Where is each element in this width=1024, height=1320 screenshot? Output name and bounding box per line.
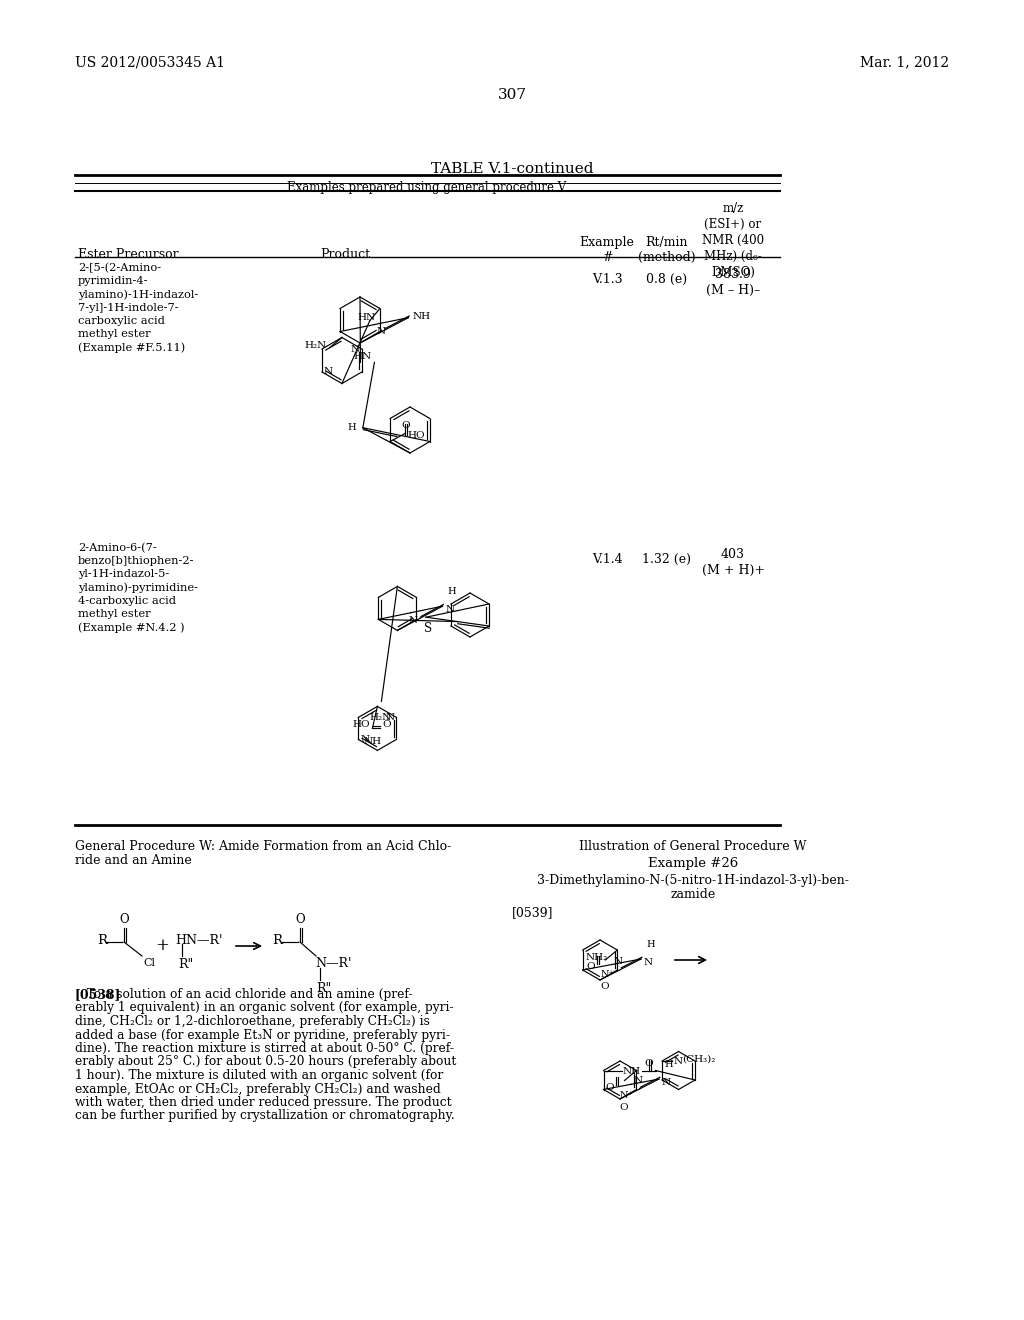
Text: Cl: Cl	[143, 958, 155, 968]
Text: Illustration of General Procedure W: Illustration of General Procedure W	[580, 840, 807, 853]
Text: m/z
(ESI+) or
NMR (400
MHz) (d₆-
DMSO): m/z (ESI+) or NMR (400 MHz) (d₆- DMSO)	[701, 202, 764, 279]
Text: H: H	[447, 587, 456, 597]
Text: O: O	[295, 913, 305, 927]
Text: Example #26: Example #26	[648, 857, 738, 870]
Text: R: R	[272, 935, 282, 946]
Text: H₂N: H₂N	[370, 713, 391, 722]
Text: H: H	[646, 940, 654, 949]
Text: O: O	[620, 1102, 628, 1111]
Text: HN: HN	[353, 352, 372, 362]
Text: O: O	[606, 1082, 614, 1092]
Text: TABLE V.1-continued: TABLE V.1-continued	[431, 162, 593, 176]
Text: N: N	[633, 1076, 642, 1085]
Text: erably 1 equivalent) in an organic solvent (for example, pyri-: erably 1 equivalent) in an organic solve…	[75, 1002, 454, 1015]
Text: N: N	[360, 735, 370, 744]
Text: O: O	[119, 913, 129, 927]
Text: Examples prepared using general procedure V: Examples prepared using general procedur…	[288, 181, 566, 194]
Text: HN: HN	[357, 314, 376, 322]
Text: To a solution of an acid chloride and an amine (pref-: To a solution of an acid chloride and an…	[75, 987, 413, 1001]
Text: N—R': N—R'	[315, 957, 351, 970]
Text: S: S	[424, 622, 432, 635]
Text: US 2012/0053345 A1: US 2012/0053345 A1	[75, 55, 225, 69]
Text: N: N	[662, 1078, 671, 1088]
Text: (CH₃)₂: (CH₃)₂	[682, 1055, 716, 1064]
Text: N: N	[673, 1057, 682, 1067]
Text: H: H	[664, 1060, 673, 1069]
Text: N: N	[409, 616, 418, 626]
Text: can be further purified by crystallization or chromatography.: can be further purified by crystallizati…	[75, 1110, 455, 1122]
Text: added a base (for example Et₃N or pyridine, preferably pyri-: added a base (for example Et₃N or pyridi…	[75, 1028, 450, 1041]
Text: NH: NH	[413, 313, 430, 321]
Text: example, EtOAc or CH₂Cl₂, preferably CH₂Cl₂) and washed: example, EtOAc or CH₂Cl₂, preferably CH₂…	[75, 1082, 440, 1096]
Text: N⁺: N⁺	[600, 970, 614, 979]
Text: N: N	[324, 367, 333, 376]
Text: 1.32 (e): 1.32 (e)	[642, 553, 691, 566]
Text: N: N	[385, 713, 394, 722]
Text: V.1.3: V.1.3	[592, 273, 623, 286]
Text: 2-Amino-6-(7-
benzo[b]thiophen-2-
yl-1H-indazol-5-
ylamino)-pyrimidine-
4-carbox: 2-Amino-6-(7- benzo[b]thiophen-2- yl-1H-…	[78, 543, 198, 634]
Text: [0539]: [0539]	[512, 906, 554, 919]
Text: O: O	[600, 982, 609, 991]
Text: NH: NH	[364, 738, 382, 746]
Text: Example
#: Example #	[580, 236, 635, 264]
Text: Mar. 1, 2012: Mar. 1, 2012	[860, 55, 949, 69]
Text: N⁺: N⁺	[620, 1090, 633, 1100]
Text: ride and an Amine: ride and an Amine	[75, 854, 191, 867]
Text: 2-[5-(2-Amino-
pyrimidin-4-
ylamino)-1H-indazol-
7-yl]-1H-indole-7-
carboxylic a: 2-[5-(2-Amino- pyrimidin-4- ylamino)-1H-…	[78, 263, 199, 354]
Text: Rt/min
(method): Rt/min (method)	[638, 236, 696, 264]
Text: dine, CH₂Cl₂ or 1,2-dichloroethane, preferably CH₂Cl₂) is: dine, CH₂Cl₂ or 1,2-dichloroethane, pref…	[75, 1015, 430, 1028]
Text: General Procedure W: Amide Formation from an Acid Chlo-: General Procedure W: Amide Formation fro…	[75, 840, 452, 853]
Text: [0538]: [0538]	[75, 987, 122, 1001]
Text: 383.9
(M – H)–: 383.9 (M – H)–	[706, 268, 760, 297]
Text: R: R	[97, 935, 106, 946]
Text: +: +	[155, 937, 169, 954]
Text: HN—R': HN—R'	[175, 935, 222, 946]
Text: R": R"	[178, 958, 194, 972]
Text: H₂N: H₂N	[305, 341, 327, 350]
Text: 1 hour). The mixture is diluted with an organic solvent (for: 1 hour). The mixture is diluted with an …	[75, 1069, 443, 1082]
Text: with water, then dried under reduced pressure. The product: with water, then dried under reduced pre…	[75, 1096, 452, 1109]
Text: N: N	[644, 958, 653, 968]
Text: 307: 307	[498, 88, 526, 102]
Text: N: N	[350, 345, 359, 354]
Text: V.1.4: V.1.4	[592, 553, 623, 566]
Text: HO: HO	[408, 432, 425, 441]
Text: Ester Precursor: Ester Precursor	[78, 248, 178, 261]
Text: dine). The reaction mixture is stirred at about 0-50° C. (pref-: dine). The reaction mixture is stirred a…	[75, 1041, 454, 1055]
Text: H: H	[347, 424, 356, 432]
Text: 3-Dimethylamino-N-(5-nitro-1H-indazol-3-yl)-ben-: 3-Dimethylamino-N-(5-nitro-1H-indazol-3-…	[537, 874, 849, 887]
Text: Product: Product	[319, 248, 370, 261]
Text: HO: HO	[353, 721, 371, 730]
Text: NH₂: NH₂	[586, 953, 608, 962]
Text: O: O	[401, 421, 411, 430]
Text: 0.8 (e): 0.8 (e)	[646, 273, 687, 286]
Text: O: O	[644, 1059, 653, 1068]
Text: zamide: zamide	[671, 888, 716, 902]
Text: N: N	[376, 326, 385, 335]
Text: R": R"	[316, 982, 331, 995]
Text: N: N	[445, 605, 455, 614]
Text: O: O	[382, 721, 391, 730]
Text: N: N	[613, 957, 623, 965]
Text: erably about 25° C.) for about 0.5-20 hours (preferably about: erably about 25° C.) for about 0.5-20 ho…	[75, 1056, 457, 1068]
Text: NH: NH	[623, 1067, 641, 1076]
Text: O: O	[587, 962, 595, 972]
Text: 403
(M + H)+: 403 (M + H)+	[701, 548, 765, 577]
